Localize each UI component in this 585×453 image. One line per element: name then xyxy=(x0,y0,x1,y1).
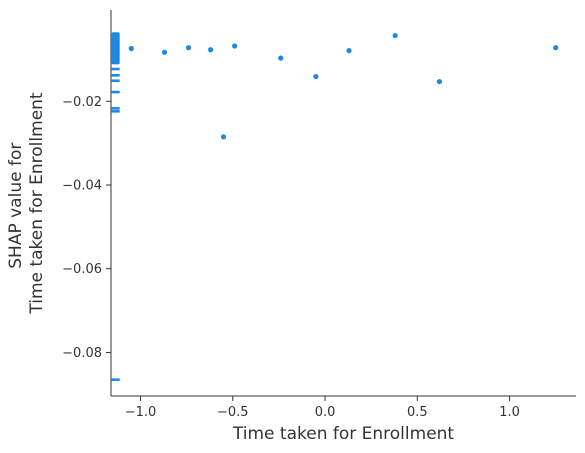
x-tick-label: 0.0 xyxy=(315,405,336,420)
data-point xyxy=(128,45,134,52)
data-point xyxy=(185,45,192,51)
data-point xyxy=(392,32,398,39)
data-point xyxy=(313,73,319,80)
x-axis-title: Time taken for Enrollment xyxy=(232,424,455,444)
data-point xyxy=(111,74,120,77)
y-axis-title: SHAP value for Time taken for Enrollment xyxy=(6,92,47,315)
y-ticks: −0.02 −0.04 −0.06 −0.08 xyxy=(62,95,111,361)
data-point xyxy=(161,49,168,55)
x-tick-label: 0.5 xyxy=(407,405,428,420)
y-tick-label: −0.04 xyxy=(62,178,102,193)
x-tick-label: −1.0 xyxy=(125,405,157,420)
y-axis-title-line-1: SHAP value for xyxy=(6,143,26,269)
data-point xyxy=(111,378,120,381)
data-point xyxy=(111,110,120,113)
dense-point-cluster xyxy=(111,32,120,65)
x-ticks: −1.0 −0.5 0.0 0.5 1.0 xyxy=(125,396,520,420)
y-tick-label: −0.06 xyxy=(62,262,102,277)
data-point xyxy=(111,79,120,83)
data-point xyxy=(208,47,214,53)
data-point xyxy=(111,107,120,110)
x-tick-label: 1.0 xyxy=(499,405,520,420)
data-point xyxy=(232,43,238,49)
data-point xyxy=(436,78,443,85)
data-point xyxy=(111,90,120,94)
data-point xyxy=(346,48,352,54)
axes xyxy=(110,10,576,397)
data-point xyxy=(553,45,559,51)
y-tick-label: −0.08 xyxy=(62,346,102,361)
data-points xyxy=(111,32,559,381)
x-tick-label: −0.5 xyxy=(217,405,249,420)
data-point xyxy=(111,67,120,71)
y-axis-title-line-2: Time taken for Enrollment xyxy=(27,92,47,315)
data-point xyxy=(220,134,227,140)
data-point xyxy=(278,55,284,61)
y-tick-label: −0.02 xyxy=(62,95,102,110)
